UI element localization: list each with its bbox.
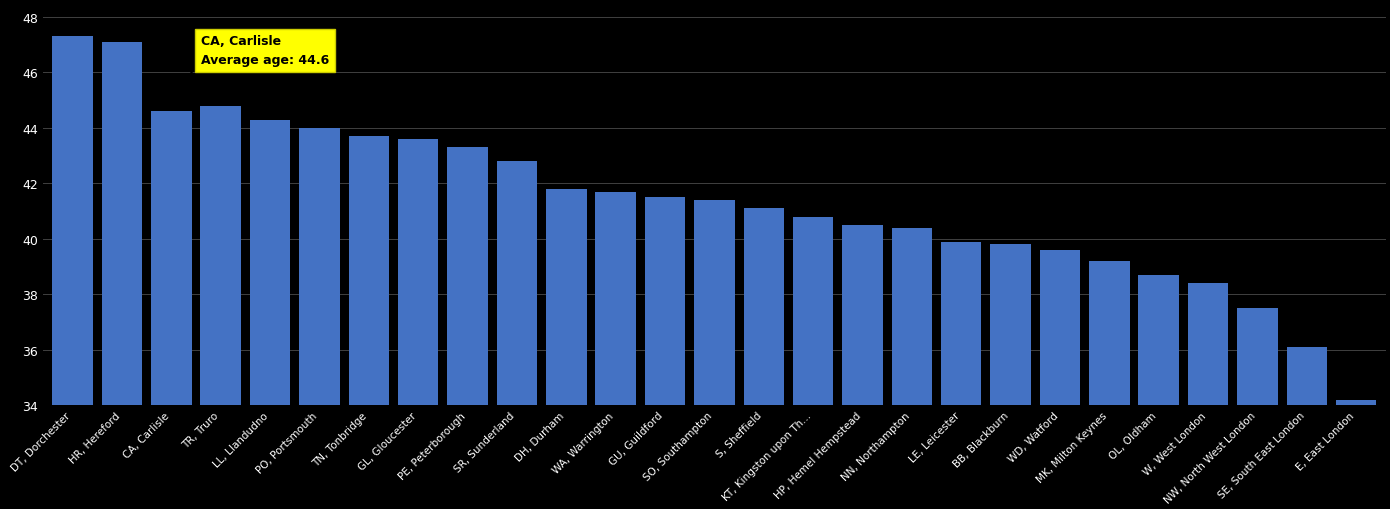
Bar bbox=[1287, 347, 1327, 509]
Bar bbox=[250, 120, 291, 509]
Bar bbox=[200, 106, 240, 509]
Bar bbox=[842, 225, 883, 509]
Bar bbox=[595, 192, 635, 509]
Bar bbox=[991, 245, 1031, 509]
Bar bbox=[744, 209, 784, 509]
Bar bbox=[546, 189, 587, 509]
Bar bbox=[792, 217, 834, 509]
Bar bbox=[152, 112, 192, 509]
Bar bbox=[496, 162, 537, 509]
Bar bbox=[299, 129, 339, 509]
Text: CA, Carlisle
Average age: 44.6: CA, Carlisle Average age: 44.6 bbox=[202, 35, 329, 67]
Bar bbox=[1040, 250, 1080, 509]
Bar bbox=[1090, 262, 1130, 509]
Bar bbox=[448, 148, 488, 509]
Bar bbox=[694, 201, 735, 509]
Bar bbox=[1336, 400, 1376, 509]
Bar bbox=[1138, 275, 1179, 509]
Bar bbox=[645, 198, 685, 509]
Bar bbox=[1237, 308, 1277, 509]
Bar bbox=[398, 139, 438, 509]
Bar bbox=[891, 228, 933, 509]
Bar bbox=[349, 137, 389, 509]
Bar bbox=[941, 242, 981, 509]
Bar bbox=[101, 43, 142, 509]
Bar bbox=[1188, 284, 1229, 509]
Bar bbox=[53, 37, 93, 509]
